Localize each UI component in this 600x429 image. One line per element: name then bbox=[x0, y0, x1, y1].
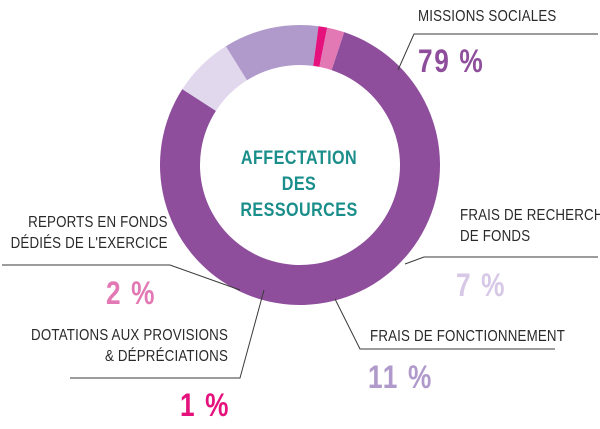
label-recherche: FRAIS DE RECHERCHE DE FONDS bbox=[460, 205, 600, 247]
label-dotations: DOTATIONS AUX PROVISIONS & DÉPRÉCIATIONS bbox=[31, 325, 228, 367]
label-missions: MISSIONS SOCIALES bbox=[418, 8, 557, 25]
label-dotations-line-2: & DÉPRÉCIATIONS bbox=[104, 348, 228, 365]
chart-title: AFFECTATION DES RESSOURCES bbox=[223, 146, 376, 224]
chart-title-line-2: DES RESSOURCES bbox=[240, 174, 358, 221]
slice-recherche bbox=[182, 46, 248, 111]
leader-lines bbox=[2, 33, 598, 379]
value-missions: 79 % bbox=[418, 43, 485, 79]
label-reports-line-2: DÉDIÉS DE L'EXERCICE bbox=[10, 235, 168, 252]
donut-slices bbox=[159, 25, 440, 306]
leader-line-dotations bbox=[70, 289, 265, 379]
value-reports: 2 % bbox=[105, 275, 156, 311]
label-reports-line-1: REPORTS EN FONDS bbox=[28, 214, 169, 231]
label-reports: REPORTS EN FONDS DÉDIÉS DE L'EXERCICE bbox=[11, 212, 168, 254]
label-recherche-line-1: FRAIS DE RECHERCHE bbox=[460, 207, 600, 224]
value-recherche: 7 % bbox=[456, 267, 507, 303]
label-dotations-line-1: DOTATIONS AUX PROVISIONS bbox=[31, 327, 228, 344]
chart-title-line-1: AFFECTATION bbox=[240, 148, 358, 169]
label-recherche-line-2: DE FONDS bbox=[460, 228, 531, 245]
leader-line-reports bbox=[2, 264, 241, 291]
slice-reports bbox=[319, 27, 345, 71]
leader-line-fonctionnement bbox=[334, 298, 555, 350]
slice-dotations bbox=[313, 26, 328, 67]
slice-fonctionnement bbox=[225, 25, 319, 81]
label-fonctionnement: FRAIS DE FONCTIONNEMENT bbox=[370, 328, 566, 345]
slice-missions bbox=[159, 32, 440, 306]
leader-line-recherche bbox=[404, 256, 598, 265]
value-fonctionnement: 11 % bbox=[368, 359, 433, 395]
leader-line-missions bbox=[397, 33, 598, 71]
value-dotations: 1 % bbox=[179, 387, 230, 423]
